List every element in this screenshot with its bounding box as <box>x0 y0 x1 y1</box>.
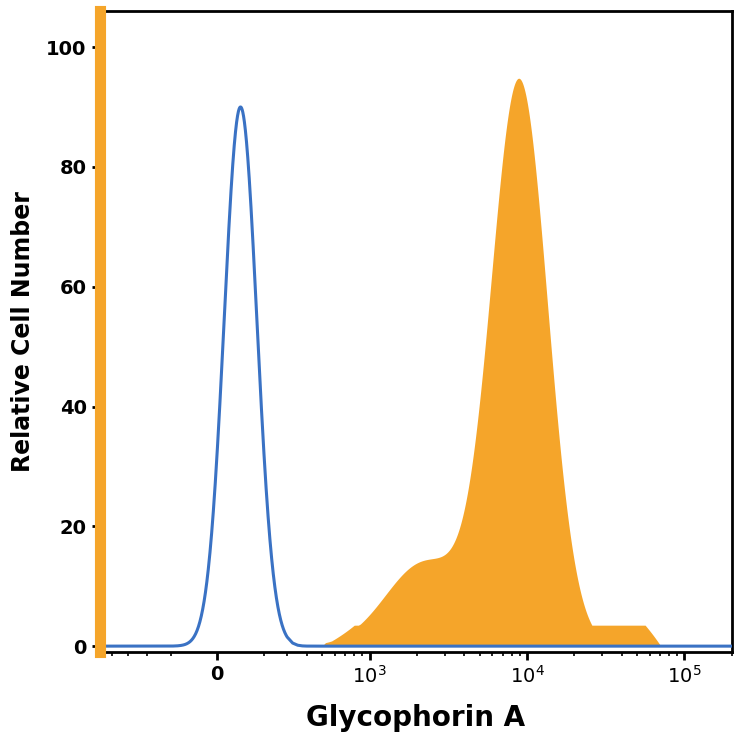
X-axis label: Glycophorin A: Glycophorin A <box>306 704 525 732</box>
Y-axis label: Relative Cell Number: Relative Cell Number <box>11 191 35 472</box>
